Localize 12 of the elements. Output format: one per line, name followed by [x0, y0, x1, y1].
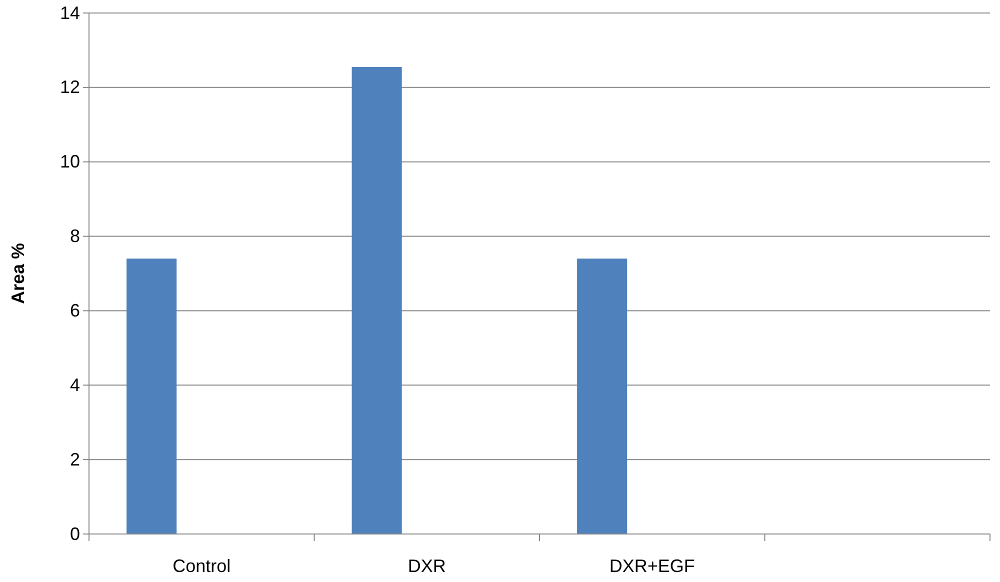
- y-tick-label: 0: [70, 524, 80, 544]
- y-tick-label: 10: [60, 152, 80, 172]
- y-tick-label: 6: [70, 300, 80, 320]
- y-tick-label: 2: [70, 449, 80, 470]
- x-tick-label: DXR: [408, 556, 446, 576]
- x-tick-label: Control: [172, 556, 231, 576]
- y-tick-label: 4: [70, 374, 80, 395]
- x-tick-label: DXR+EGF: [609, 556, 695, 576]
- y-tick-label: 8: [70, 226, 80, 246]
- y-tick-label: 14: [60, 2, 80, 23]
- y-tick-label: 12: [60, 77, 80, 98]
- y-axis-title: Area %: [8, 242, 28, 304]
